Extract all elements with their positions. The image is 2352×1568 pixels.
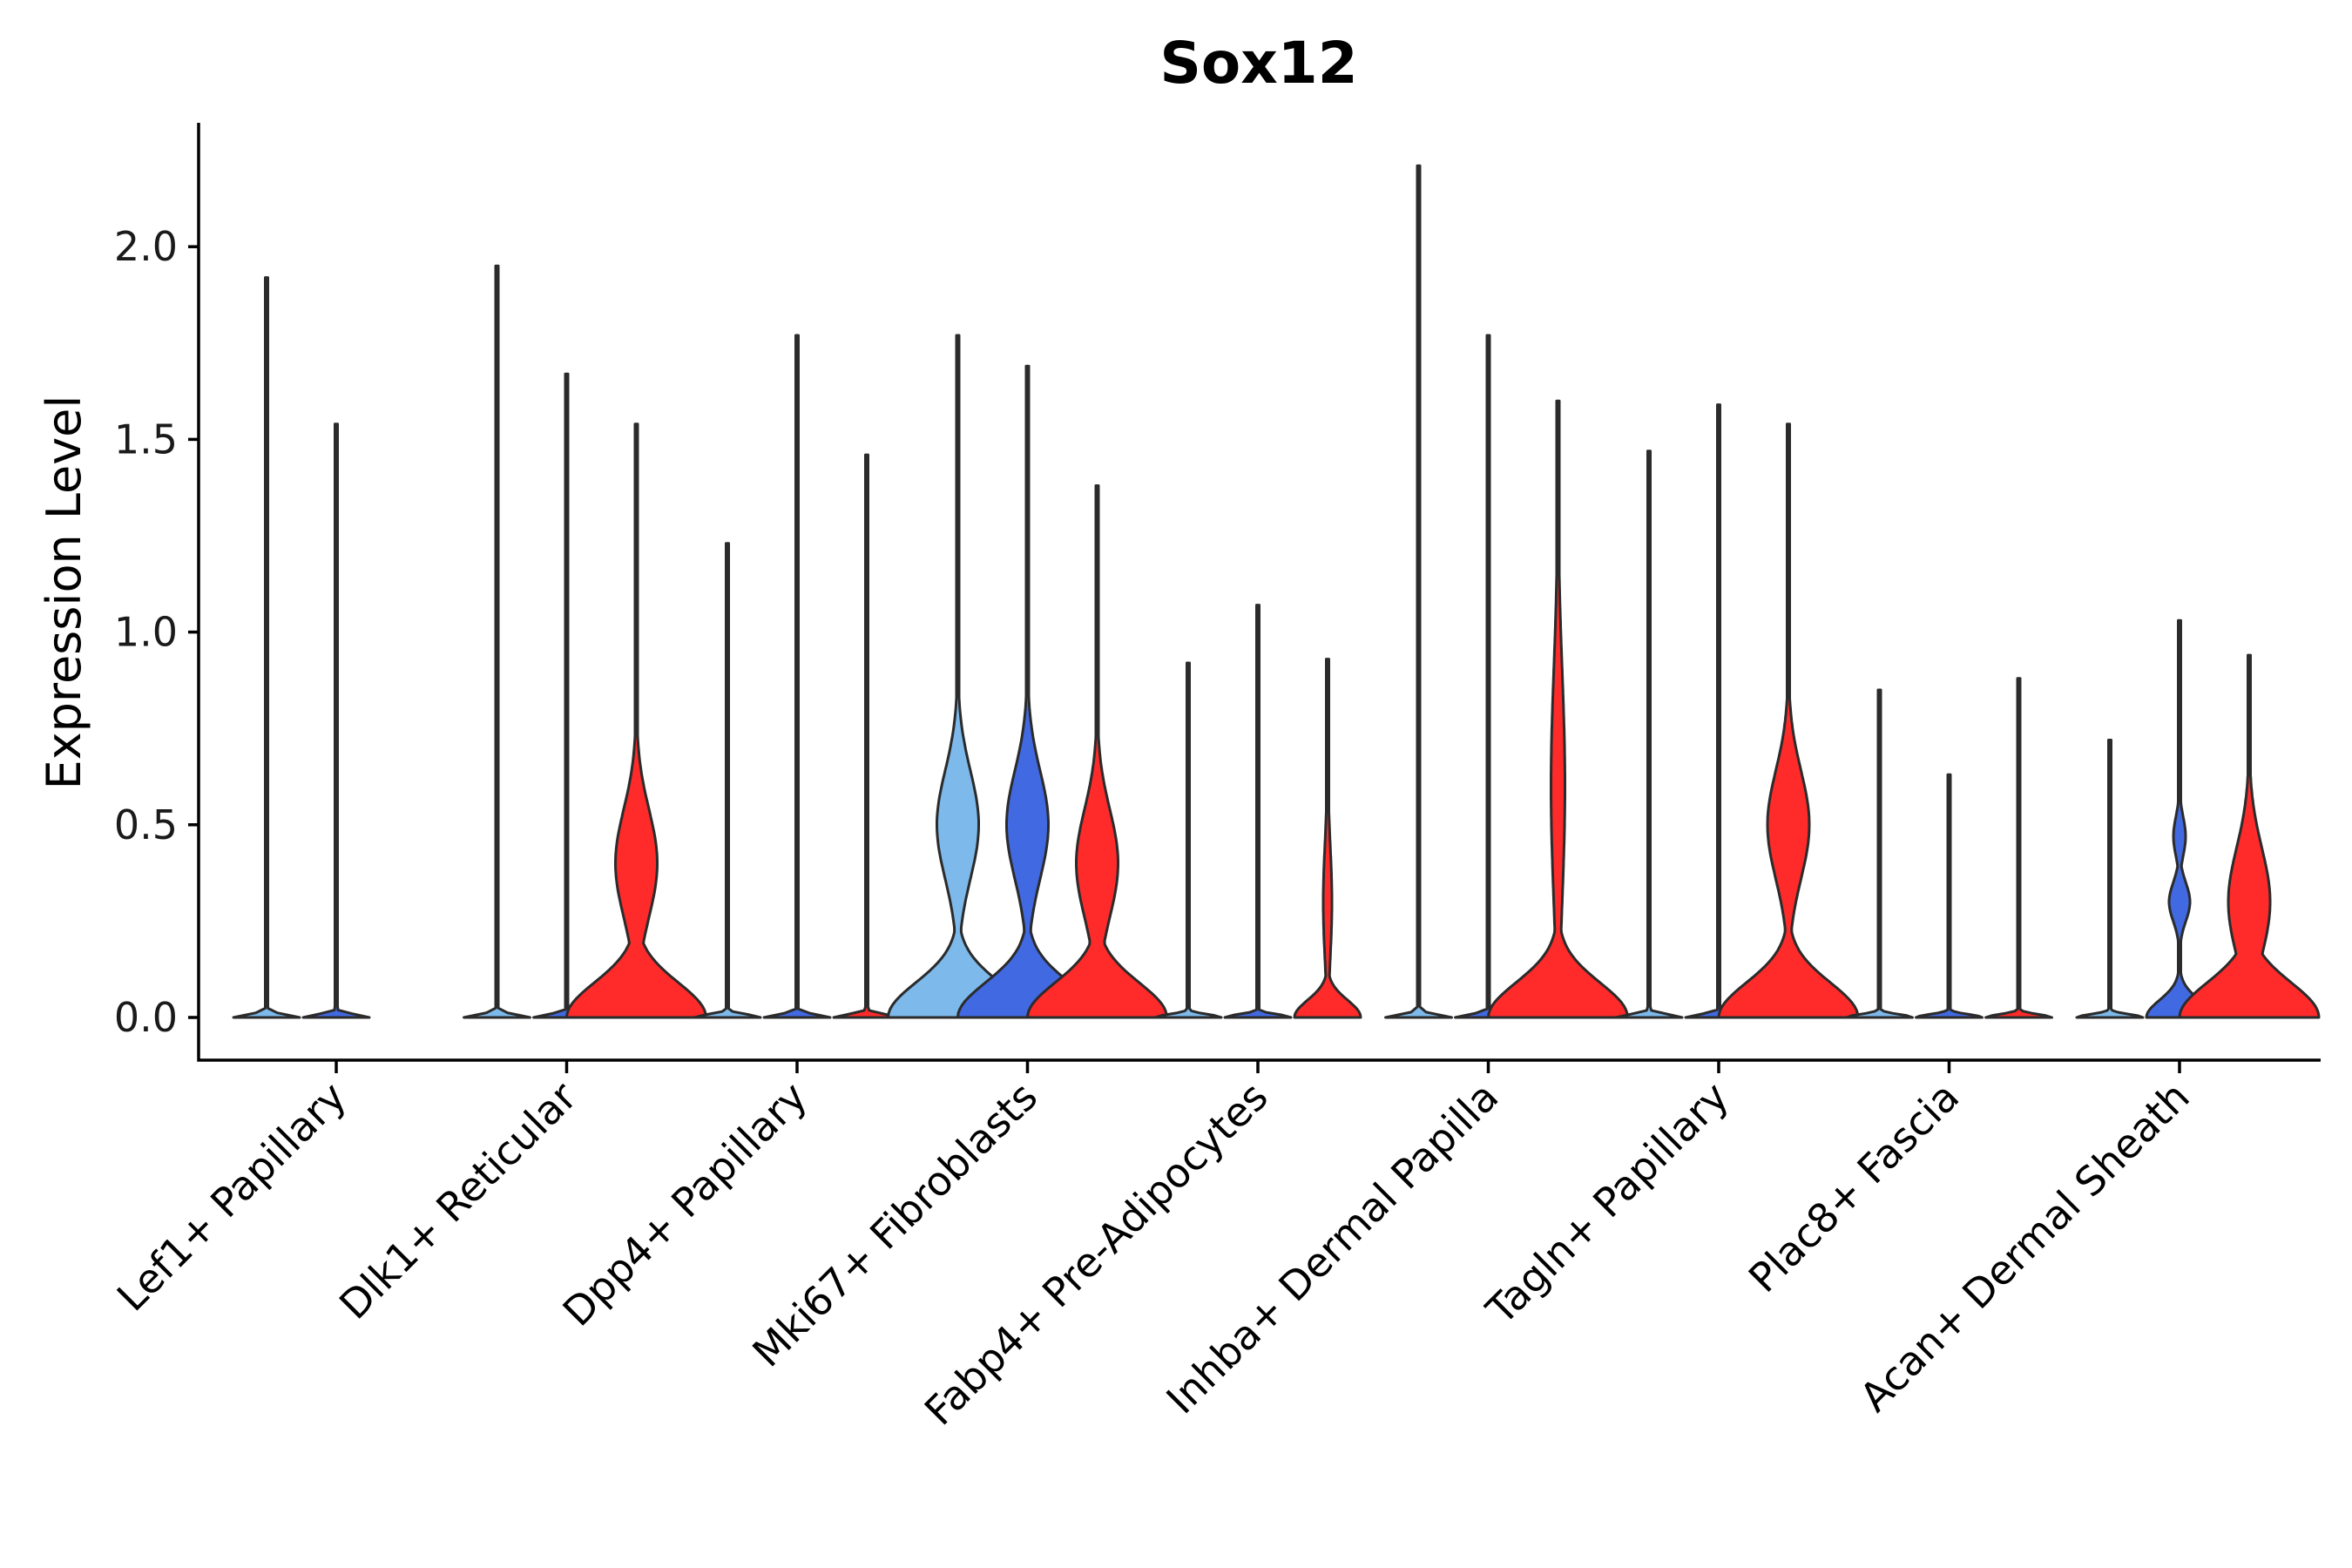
chart-title: Sox12 [1159,30,1357,97]
violin-group [887,334,1168,1019]
violin-blue [1454,334,1523,1019]
violin-group [232,276,371,1019]
axis-lines [197,123,2321,1062]
violin-blue [762,334,832,1019]
violin-blue [532,372,601,1019]
violin-red [1293,658,1362,1019]
violin-light-blue [693,542,762,1019]
y-tick-label: 1.5 [114,416,178,463]
x-tick-label: Dlk1+ Reticular [330,1073,585,1328]
violin-blue [1684,403,1754,1019]
violin-layer [232,164,2321,1019]
violin-group [1845,677,2053,1019]
violin-light-blue [1384,164,1453,1019]
violin-red [565,422,707,1019]
violin-blue [1915,773,1984,1019]
x-tick-label: Plac8+ Fascia [1740,1073,1968,1301]
y-tick-label: 0.0 [114,994,178,1041]
violin-group [1153,604,1362,1019]
violin-group [693,334,902,1019]
axes [197,123,2321,1062]
y-tick-label: 0.5 [114,801,178,848]
violin-light-blue [1614,449,1684,1019]
violin-group [2075,618,2321,1019]
violin-red [1487,399,1629,1019]
y-axis-ticks: 0.0 0.5 1.0 1.5 2.0 [114,223,199,1041]
violin-red [1717,422,1860,1019]
violin-light-blue [463,264,531,1019]
x-tick-label: Dpp4+ Papillary [554,1073,816,1335]
violin-group [463,264,707,1019]
violin-light-blue [887,334,1029,1019]
x-tick-label: Tagln+ Papillary [1477,1073,1738,1335]
violin-group [1614,403,1860,1019]
violin-red [1026,484,1168,1019]
y-axis-label: Expression Level [37,395,91,790]
violin-light-blue [2075,739,2145,1019]
violin-red [2178,653,2321,1019]
violin-light-blue [1845,688,1914,1019]
violin-red [1984,677,2053,1019]
violin-light-blue [1153,661,1223,1019]
violin-group [1384,164,1629,1019]
x-tick-label: Lef1+ Papillary [108,1073,355,1321]
violin-blue [2145,618,2214,1019]
y-tick-label: 2.0 [114,223,178,270]
violin-light-blue [232,276,301,1019]
violin-blue [301,422,371,1019]
y-tick-label: 1.0 [114,609,178,656]
violin-blue [956,364,1098,1019]
violin-blue [1223,604,1293,1019]
violin-red [832,453,902,1019]
